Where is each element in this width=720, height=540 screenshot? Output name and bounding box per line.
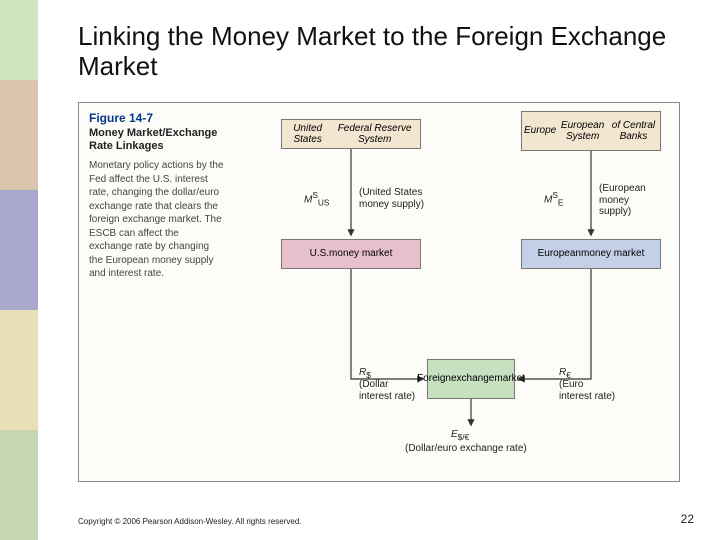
- deco-block: [0, 430, 38, 540]
- deco-block: [0, 310, 38, 430]
- node-fx: Foreignexchangemarket: [427, 359, 515, 399]
- label-ms_e_sym: MSE: [544, 191, 563, 208]
- figure-subtitle: Money Market/Exchange Rate Linkages: [89, 127, 229, 152]
- label-ms_us_sym: MSUS: [304, 191, 329, 208]
- slide-title: Linking the Money Market to the Foreign …: [78, 22, 720, 82]
- arrow-2: [351, 269, 423, 379]
- label-r_e_txt: (Eurointerest rate): [559, 379, 615, 402]
- deco-block: [0, 190, 38, 310]
- deco-block: [0, 80, 38, 190]
- deco-block: [0, 0, 38, 80]
- decorative-sidebar: [0, 0, 38, 540]
- figure-frame: Figure 14-7 Money Market/Exchange Rate L…: [78, 102, 680, 482]
- label-e_txt: (Dollar/euro exchange rate): [405, 443, 527, 455]
- node-us_mm: U.S.money market: [281, 239, 421, 269]
- diagram-canvas: United StatesFederal Reserve System Europ…: [239, 111, 671, 473]
- page-number: 22: [681, 512, 694, 526]
- copyright-text: Copyright © 2006 Pearson Addison-Wesley.…: [78, 517, 302, 526]
- label-e_sym: E$/€: [451, 429, 469, 443]
- node-us_fed: United StatesFederal Reserve System: [281, 119, 421, 149]
- node-eu_mm: Europeanmoney market: [521, 239, 661, 269]
- figure-caption: Monetary policy actions by the Fed affec…: [89, 159, 224, 281]
- node-eu_ecb: EuropeEuropean Systemof Central Banks: [521, 111, 661, 151]
- label-r_d_txt: (Dollarinterest rate): [359, 379, 415, 402]
- figure-label: Figure 14-7: [89, 111, 153, 125]
- label-ms_us_txt: (United Statesmoney supply): [359, 187, 424, 210]
- label-ms_e_txt: (Europeanmoneysupply): [599, 183, 646, 218]
- arrow-3: [519, 269, 591, 379]
- arrows-svg: [239, 111, 671, 473]
